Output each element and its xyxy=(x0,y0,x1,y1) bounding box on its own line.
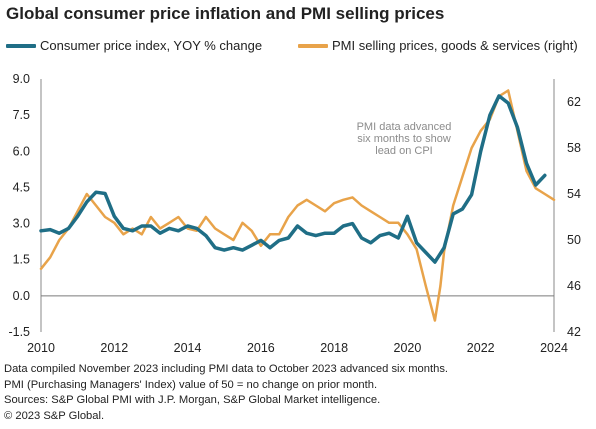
x-tick-label: 2016 xyxy=(247,341,275,355)
footnote-data-compiled: Data compiled November 2023 including PM… xyxy=(4,363,449,375)
footnote-sources: Sources: S&P Global PMI with J.P. Morgan… xyxy=(4,394,381,406)
y-left-tick-label: 3.0 xyxy=(13,217,30,231)
y-right-tick-label: 50 xyxy=(567,233,581,247)
x-tick-label: 2024 xyxy=(540,341,568,355)
x-tick-label: 2018 xyxy=(320,341,348,355)
series-line-cpi xyxy=(39,94,547,264)
y-right-tick-label: 62 xyxy=(567,95,581,109)
legend-item-pmi: PMI selling prices, goods & services (ri… xyxy=(298,38,578,53)
x-tick-label: 2020 xyxy=(394,341,422,355)
y-right-tick-label: 46 xyxy=(567,279,581,293)
series-line-pmi xyxy=(39,89,556,322)
x-tick-label: 2022 xyxy=(467,341,495,355)
annotation-text: six months to show xyxy=(357,133,451,145)
legend-label-pmi: PMI selling prices, goods & services (ri… xyxy=(332,38,578,53)
x-tick-label: 2010 xyxy=(27,341,55,355)
annotation-text: PMI data advanced xyxy=(357,121,452,133)
x-tick-label: 2014 xyxy=(174,341,202,355)
chart-plot: 9.0 7.5 6.0 4.5 3.0 1.5 0.0 -1.5 62 58 54 50 46 42 201… xyxy=(8,72,581,355)
y-left-tick-label: 9.0 xyxy=(13,72,30,86)
y-right-tick-label: 58 xyxy=(567,141,581,155)
legend-item-cpi: Consumer price index, YOY % change xyxy=(6,38,262,53)
footnote-copyright: © 2023 S&P Global. xyxy=(4,409,105,422)
y-right-tick-label: 42 xyxy=(567,325,581,339)
annotation-text: lead on CPI xyxy=(375,145,432,157)
y-right-tick-label: 54 xyxy=(567,187,581,201)
y-left-tick-label: -1.5 xyxy=(8,325,30,339)
chart-title: Global consumer price inflation and PMI … xyxy=(6,4,445,23)
x-tick-label: 2012 xyxy=(100,341,128,355)
y-left-tick-label: 0.0 xyxy=(13,289,30,303)
footnote-pmi-definition: PMI (Purchasing Managers' Index) value o… xyxy=(4,378,378,391)
footnotes: Data compiled November 2023 including PM… xyxy=(4,362,448,424)
legend-swatch-cpi xyxy=(6,43,36,48)
y-left-tick-label: 7.5 xyxy=(13,108,30,122)
legend-swatch-pmi xyxy=(298,43,328,48)
legend-label-cpi: Consumer price index, YOY % change xyxy=(40,38,263,53)
y-left-tick-label: 1.5 xyxy=(13,253,30,267)
y-left-tick-label: 4.5 xyxy=(13,180,30,194)
y-left-tick-label: 6.0 xyxy=(13,144,30,158)
